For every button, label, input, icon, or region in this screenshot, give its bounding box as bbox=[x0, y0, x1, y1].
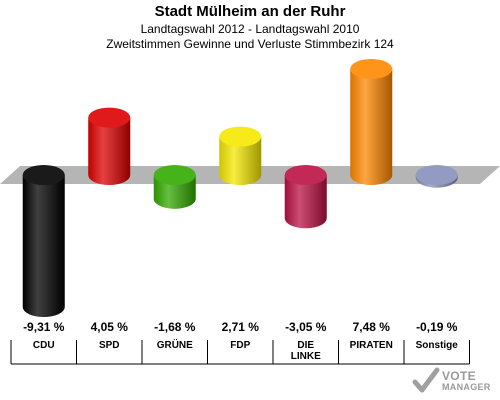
category-label-die-linke-line1: DIE bbox=[297, 340, 314, 351]
category-label-cdu: CDU bbox=[33, 340, 55, 351]
bar-cdu bbox=[22, 165, 65, 317]
value-label-die-linke: -3,05 % bbox=[285, 320, 327, 334]
bar-piraten bbox=[350, 58, 393, 185]
category-label-gr-ne: GRÜNE bbox=[157, 338, 193, 351]
value-label-gr-ne: -1,68 % bbox=[154, 320, 196, 334]
bar-spd bbox=[88, 107, 131, 185]
value-label-piraten: 7,48 % bbox=[353, 320, 391, 334]
bar-gr-ne bbox=[153, 165, 196, 209]
bars-group bbox=[22, 58, 458, 317]
category-label-spd: SPD bbox=[99, 340, 120, 351]
checkmark-icon bbox=[412, 367, 440, 393]
value-label-sonstige: -0,19 % bbox=[416, 320, 458, 334]
value-label-spd: 4,05 % bbox=[91, 320, 129, 334]
vote-manager-logo: VOTE MANAGER bbox=[412, 366, 494, 396]
chart-subtitle-election: Landtagswahl 2012 - Landtagswahl 2010 bbox=[140, 22, 360, 36]
category-label-die-linke-line2: LINKE bbox=[291, 351, 321, 362]
value-labels-group: -9,31 % 4,05 % -1,68 % 2,71 % -3,05 % 7,48 % -… bbox=[23, 320, 458, 334]
bar-fdp bbox=[219, 126, 262, 185]
bar-sonstige bbox=[415, 165, 458, 188]
category-label-fdp: FDP bbox=[230, 340, 250, 351]
value-label-cdu: -9,31 % bbox=[23, 320, 65, 334]
chart-subtitle-district: Zweitstimmen Gewinne und Verluste Stimmb… bbox=[106, 37, 394, 51]
value-label-fdp: 2,71 % bbox=[222, 320, 260, 334]
category-label-sonstige: Sonstige bbox=[416, 340, 459, 351]
logo-text-manager: MANAGER bbox=[442, 382, 491, 392]
chart-title: Stadt Mülheim an der Ruhr bbox=[154, 3, 346, 20]
logo-text-vote: VOTE bbox=[442, 369, 476, 383]
category-label-piraten: PIRATEN bbox=[350, 340, 393, 351]
bar-die-linke bbox=[284, 165, 327, 229]
